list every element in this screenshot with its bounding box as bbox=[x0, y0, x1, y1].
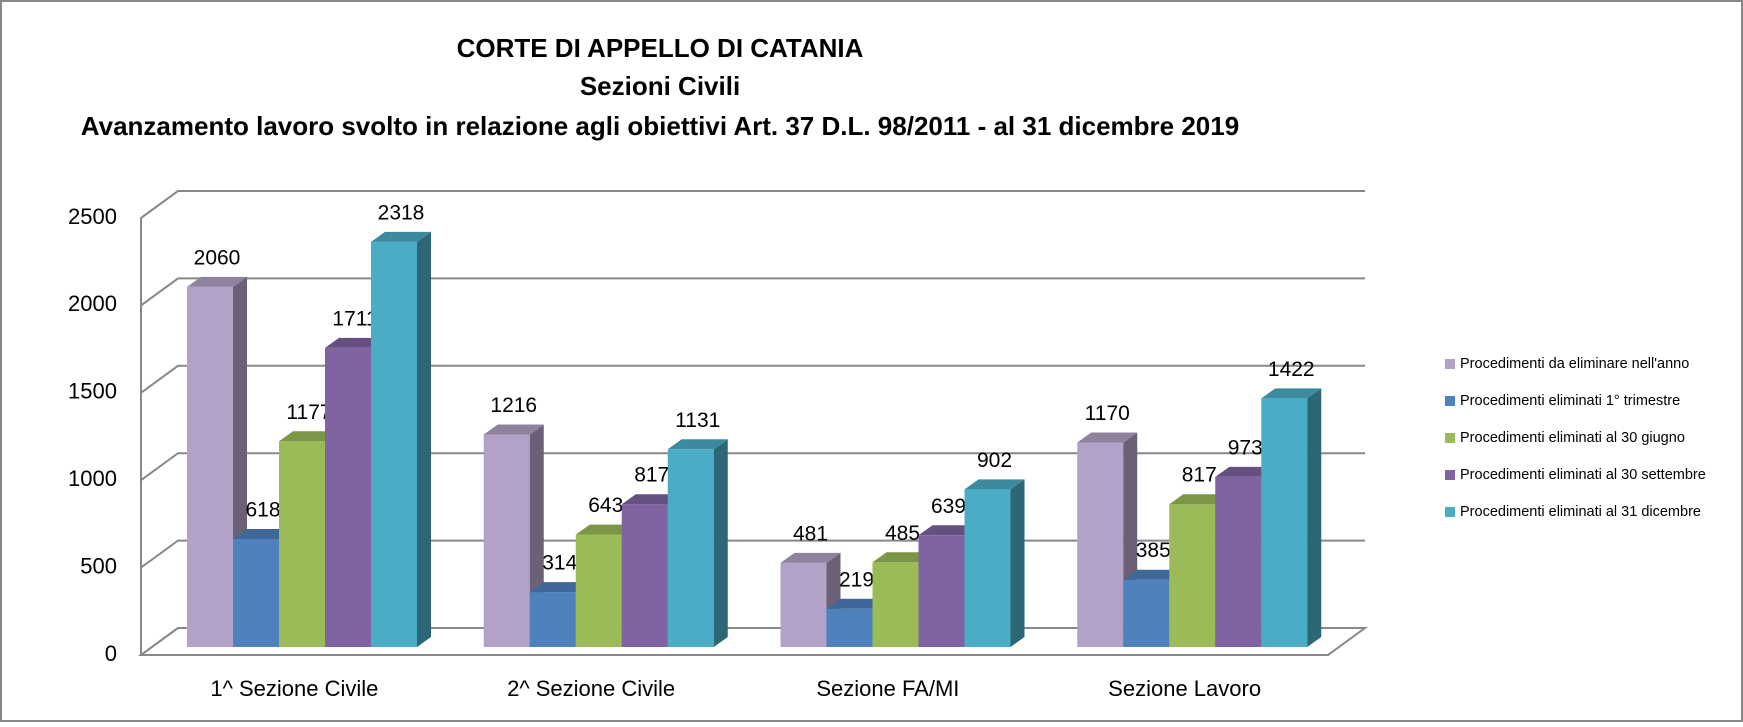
bar-front bbox=[187, 286, 233, 647]
value-label: 1422 bbox=[1268, 358, 1315, 381]
bar-front bbox=[964, 489, 1011, 647]
bar-top bbox=[918, 525, 979, 536]
legend-label: Procedimenti eliminati al 30 giugno bbox=[1460, 430, 1685, 446]
bar-front bbox=[233, 538, 279, 647]
y-tick-label: 1000 bbox=[68, 466, 117, 491]
bar-front bbox=[529, 592, 576, 647]
value-label: 2318 bbox=[378, 201, 425, 224]
value-label: 639 bbox=[931, 495, 966, 518]
bar-front bbox=[325, 347, 371, 647]
bar-front bbox=[780, 562, 827, 647]
value-label: 481 bbox=[793, 522, 828, 545]
bar-top bbox=[1077, 432, 1138, 443]
value-label: 1131 bbox=[675, 409, 720, 432]
bar-top bbox=[279, 431, 339, 442]
bar bbox=[1261, 388, 1322, 647]
bar bbox=[964, 479, 1025, 647]
bar-front bbox=[1123, 579, 1170, 647]
legend-swatch bbox=[1445, 359, 1455, 369]
x-tick-label: Sezione Lavoro bbox=[1108, 676, 1261, 701]
y-tick-label: 2000 bbox=[68, 291, 117, 316]
legend-swatch bbox=[1445, 433, 1455, 443]
chart-subtitle: Sezioni Civili bbox=[580, 71, 740, 101]
legend-label: Procedimenti eliminati 1° trimestre bbox=[1460, 393, 1680, 409]
x-tick-label: 1^ Sezione Civile bbox=[210, 676, 378, 701]
bar-top bbox=[780, 552, 841, 563]
bar-top bbox=[1215, 466, 1276, 477]
legend-swatch bbox=[1445, 470, 1455, 480]
bar-front bbox=[1215, 476, 1262, 647]
grid-line bbox=[140, 277, 1365, 307]
bar bbox=[371, 231, 431, 647]
legend-swatch bbox=[1445, 396, 1455, 406]
bar-top bbox=[621, 494, 682, 505]
value-label: 902 bbox=[977, 449, 1012, 472]
y-tick-label: 1500 bbox=[68, 379, 117, 404]
y-tick-label: 2500 bbox=[68, 204, 117, 229]
bar-front bbox=[918, 535, 965, 647]
bar-front bbox=[1077, 442, 1124, 647]
bar bbox=[667, 439, 728, 647]
grid-line bbox=[140, 452, 1365, 482]
bar-front bbox=[826, 608, 873, 647]
value-label: 643 bbox=[588, 494, 623, 517]
value-label: 817 bbox=[1182, 464, 1217, 487]
value-label: 385 bbox=[1136, 539, 1171, 562]
grid-line bbox=[140, 364, 1365, 394]
bar-front bbox=[483, 434, 530, 647]
bar-side bbox=[1010, 479, 1025, 647]
bar-top bbox=[483, 424, 544, 435]
bar-top bbox=[233, 528, 293, 539]
chart-title: CORTE DI APPELLO DI CATANIA bbox=[457, 33, 864, 63]
x-tick-label: 2^ Sezione Civile bbox=[507, 676, 675, 701]
bar-top bbox=[872, 552, 933, 563]
value-label: 1177 bbox=[286, 401, 331, 424]
bar-top bbox=[187, 276, 247, 287]
x-tick-label: Sezione FA/MI bbox=[816, 676, 959, 701]
bar-side bbox=[713, 439, 728, 647]
legend-label: Procedimenti eliminati al 30 settembre bbox=[1460, 467, 1706, 483]
bar-top bbox=[371, 231, 431, 242]
bar-top bbox=[964, 479, 1025, 490]
value-label: 314 bbox=[542, 552, 577, 575]
value-label: 485 bbox=[885, 522, 920, 545]
value-label: 817 bbox=[634, 464, 669, 487]
bar-top bbox=[529, 582, 590, 593]
chart-subtitle: Avanzamento lavoro svolto in relazione a… bbox=[81, 111, 1239, 141]
bar-front bbox=[621, 504, 668, 647]
bar-top bbox=[325, 337, 385, 348]
legend-swatch bbox=[1445, 507, 1455, 517]
bar-top bbox=[1169, 494, 1230, 505]
grid-line bbox=[140, 190, 1365, 219]
bar-front bbox=[371, 241, 417, 647]
legend-label: Procedimenti eliminati al 31 dicembre bbox=[1460, 504, 1701, 520]
value-label: 1711 bbox=[332, 307, 377, 330]
value-label: 219 bbox=[839, 568, 874, 591]
bar-front bbox=[279, 441, 325, 647]
bar-side bbox=[1307, 388, 1322, 647]
legend-label: Procedimenti da eliminare nell'anno bbox=[1460, 356, 1689, 372]
bar-front bbox=[575, 534, 622, 647]
bar-front bbox=[872, 562, 919, 647]
bar-top bbox=[1261, 388, 1322, 399]
value-label: 2060 bbox=[194, 246, 241, 269]
bar-top bbox=[575, 524, 636, 535]
value-label: 1216 bbox=[490, 394, 537, 417]
value-label: 1170 bbox=[1085, 402, 1130, 425]
bar-top bbox=[667, 439, 728, 450]
bar-front bbox=[667, 449, 714, 647]
bar-top bbox=[1123, 569, 1184, 580]
value-label: 618 bbox=[245, 499, 280, 522]
bar-side bbox=[417, 231, 431, 647]
y-tick-label: 500 bbox=[80, 553, 117, 578]
value-label: 973 bbox=[1228, 436, 1263, 459]
bar-front bbox=[1261, 398, 1308, 647]
bar-top bbox=[826, 598, 887, 609]
bar-front bbox=[1169, 504, 1216, 647]
y-tick-label: 0 bbox=[105, 641, 117, 666]
